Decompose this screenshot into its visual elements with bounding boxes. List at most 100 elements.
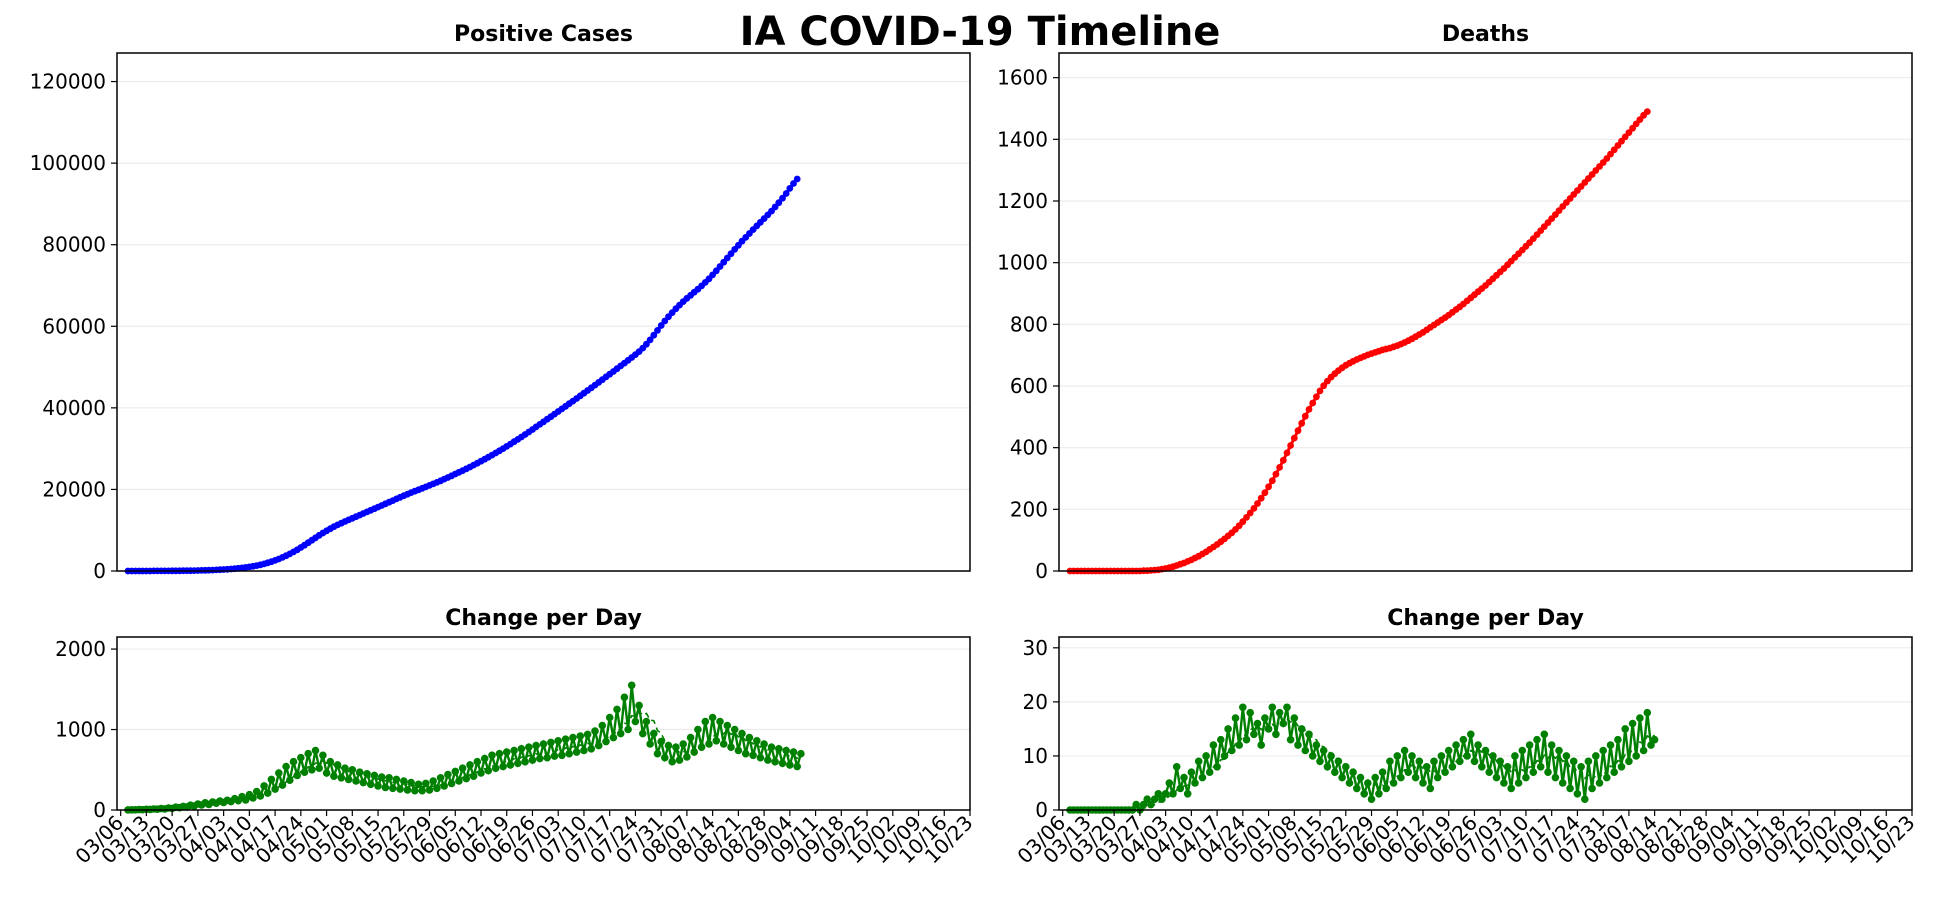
cases-change-data-point <box>455 777 463 785</box>
deaths-change-data-point <box>1485 768 1493 776</box>
deaths-change-data-point <box>1360 790 1368 798</box>
cases-change-data-point <box>433 784 441 793</box>
cases-change-data-point <box>326 757 335 766</box>
deaths-change-data-point <box>1577 763 1585 771</box>
cases-change-data-point <box>263 789 272 797</box>
cases-change-data-point <box>403 786 412 794</box>
cases-change-data-point <box>440 782 449 790</box>
deaths-change-data-point <box>1470 757 1479 766</box>
cases-change-data-point <box>683 753 691 761</box>
cases-change-data-point <box>793 762 801 771</box>
deaths-change-data-point <box>1647 741 1655 749</box>
cases-change-data-point <box>319 751 327 760</box>
deaths-change-data-point <box>1481 746 1490 755</box>
deaths-change-data-point <box>1356 773 1365 782</box>
deaths-data-point <box>1309 399 1317 407</box>
deaths-data-point <box>1257 494 1265 502</box>
deaths-change-data-point <box>1625 757 1633 766</box>
deaths-change-data-point <box>1456 757 1464 766</box>
cases-data-point <box>782 190 790 197</box>
cases-change-data-point <box>462 774 471 783</box>
cases-data-point <box>654 327 661 334</box>
cases-change-data-point <box>712 737 721 745</box>
cases-change-data-point <box>330 772 338 780</box>
deaths-change-data-point <box>1397 773 1405 782</box>
deaths-change-data-point <box>1555 746 1563 755</box>
y-tick-label: 60000 <box>42 314 106 338</box>
deaths-change-data-point <box>1375 790 1383 798</box>
deaths-change-data-point <box>1143 795 1151 803</box>
cases-change-data-point <box>657 737 665 746</box>
cases-change-data-point <box>716 717 724 726</box>
deaths-change-data-point <box>1286 735 1295 744</box>
deaths-change-data-point <box>1301 746 1310 755</box>
deaths-change-data-point <box>1599 746 1607 755</box>
cases-change-data-point <box>308 766 316 774</box>
y-tick-label: 10 <box>1023 744 1048 768</box>
cases-change-data-point <box>635 701 643 710</box>
cases-change-data-point <box>561 735 570 743</box>
deaths-data-point <box>1265 483 1272 491</box>
cases-change-data-point <box>293 771 302 780</box>
y-tick-label: 0 <box>93 559 106 583</box>
cases-change-data-point <box>598 721 607 730</box>
deaths-change-data-point <box>1331 768 1339 776</box>
deaths-change-data-point <box>1503 763 1512 771</box>
cases-change-data-point <box>627 681 636 690</box>
deaths-change-data-point <box>1161 790 1170 798</box>
cases-change-data-point <box>447 779 456 788</box>
deaths-change-data-point <box>1500 779 1508 787</box>
cases-change-data-point <box>565 749 573 758</box>
deaths-change-data-point <box>1213 763 1221 771</box>
deaths-data-point <box>1305 406 1313 413</box>
deaths-change-data-point <box>1242 735 1251 744</box>
cases-change-data-point <box>407 778 415 787</box>
deaths-change-data-point <box>1551 773 1560 782</box>
cases-change-data-point <box>797 749 805 758</box>
deaths-data-point <box>1261 489 1269 497</box>
cases-change-data-point <box>488 751 496 760</box>
deaths-change-data-point <box>1525 741 1534 749</box>
cases-change-data-point <box>370 771 379 780</box>
deaths-data-point <box>1276 464 1283 471</box>
deaths-change-data-point <box>1334 757 1343 766</box>
deaths-change-data-point <box>1319 746 1328 755</box>
deaths-data-point <box>1298 419 1306 427</box>
deaths-change-data-point <box>1132 800 1140 809</box>
deaths-change-data-point <box>1154 790 1163 798</box>
cases-change-data-point <box>539 740 548 748</box>
cases-change-data-point <box>661 753 669 762</box>
deaths-change-data-point <box>1489 752 1497 760</box>
y-tick-label: 80000 <box>42 233 106 257</box>
cases-change-data-point <box>668 757 676 766</box>
deaths-change-data-point <box>1312 741 1321 749</box>
deaths-change-data-point <box>1290 714 1299 722</box>
y-tick-label: 800 <box>1010 312 1048 336</box>
cases-change-data-point <box>694 725 702 734</box>
deaths-change-plot-frame <box>1058 636 1913 811</box>
cases-change-data-point <box>639 729 647 738</box>
cases-change-data-point <box>727 743 735 751</box>
cases-change-data-point <box>679 740 687 748</box>
deaths-change-data-point <box>1522 773 1530 782</box>
deaths-change-data-point <box>1187 768 1196 776</box>
deaths-change-data-point <box>1345 779 1354 787</box>
cases-data-point <box>779 194 786 202</box>
deaths-change-data-point <box>1158 795 1166 803</box>
cases-change-data-point <box>749 751 757 760</box>
cases-change-data-point <box>620 693 629 702</box>
cases-change-data-point <box>602 737 610 746</box>
cases-change-data-point <box>569 733 577 742</box>
deaths-change-data-point <box>1621 725 1629 733</box>
deaths-change-data-point <box>1172 763 1181 771</box>
deaths-change-data-point <box>1349 768 1357 776</box>
cases-change-data-point <box>572 748 581 756</box>
deaths-data-point <box>1290 434 1298 442</box>
cases-change-data-point <box>381 783 390 792</box>
cases-change-data-point <box>267 775 276 784</box>
deaths-plot-frame <box>1058 52 1913 572</box>
cases-change-data-point <box>764 756 772 764</box>
cases-change-data-point <box>786 761 794 769</box>
deaths-change-data-point <box>1573 790 1582 798</box>
deaths-change-data-point <box>1540 730 1549 739</box>
